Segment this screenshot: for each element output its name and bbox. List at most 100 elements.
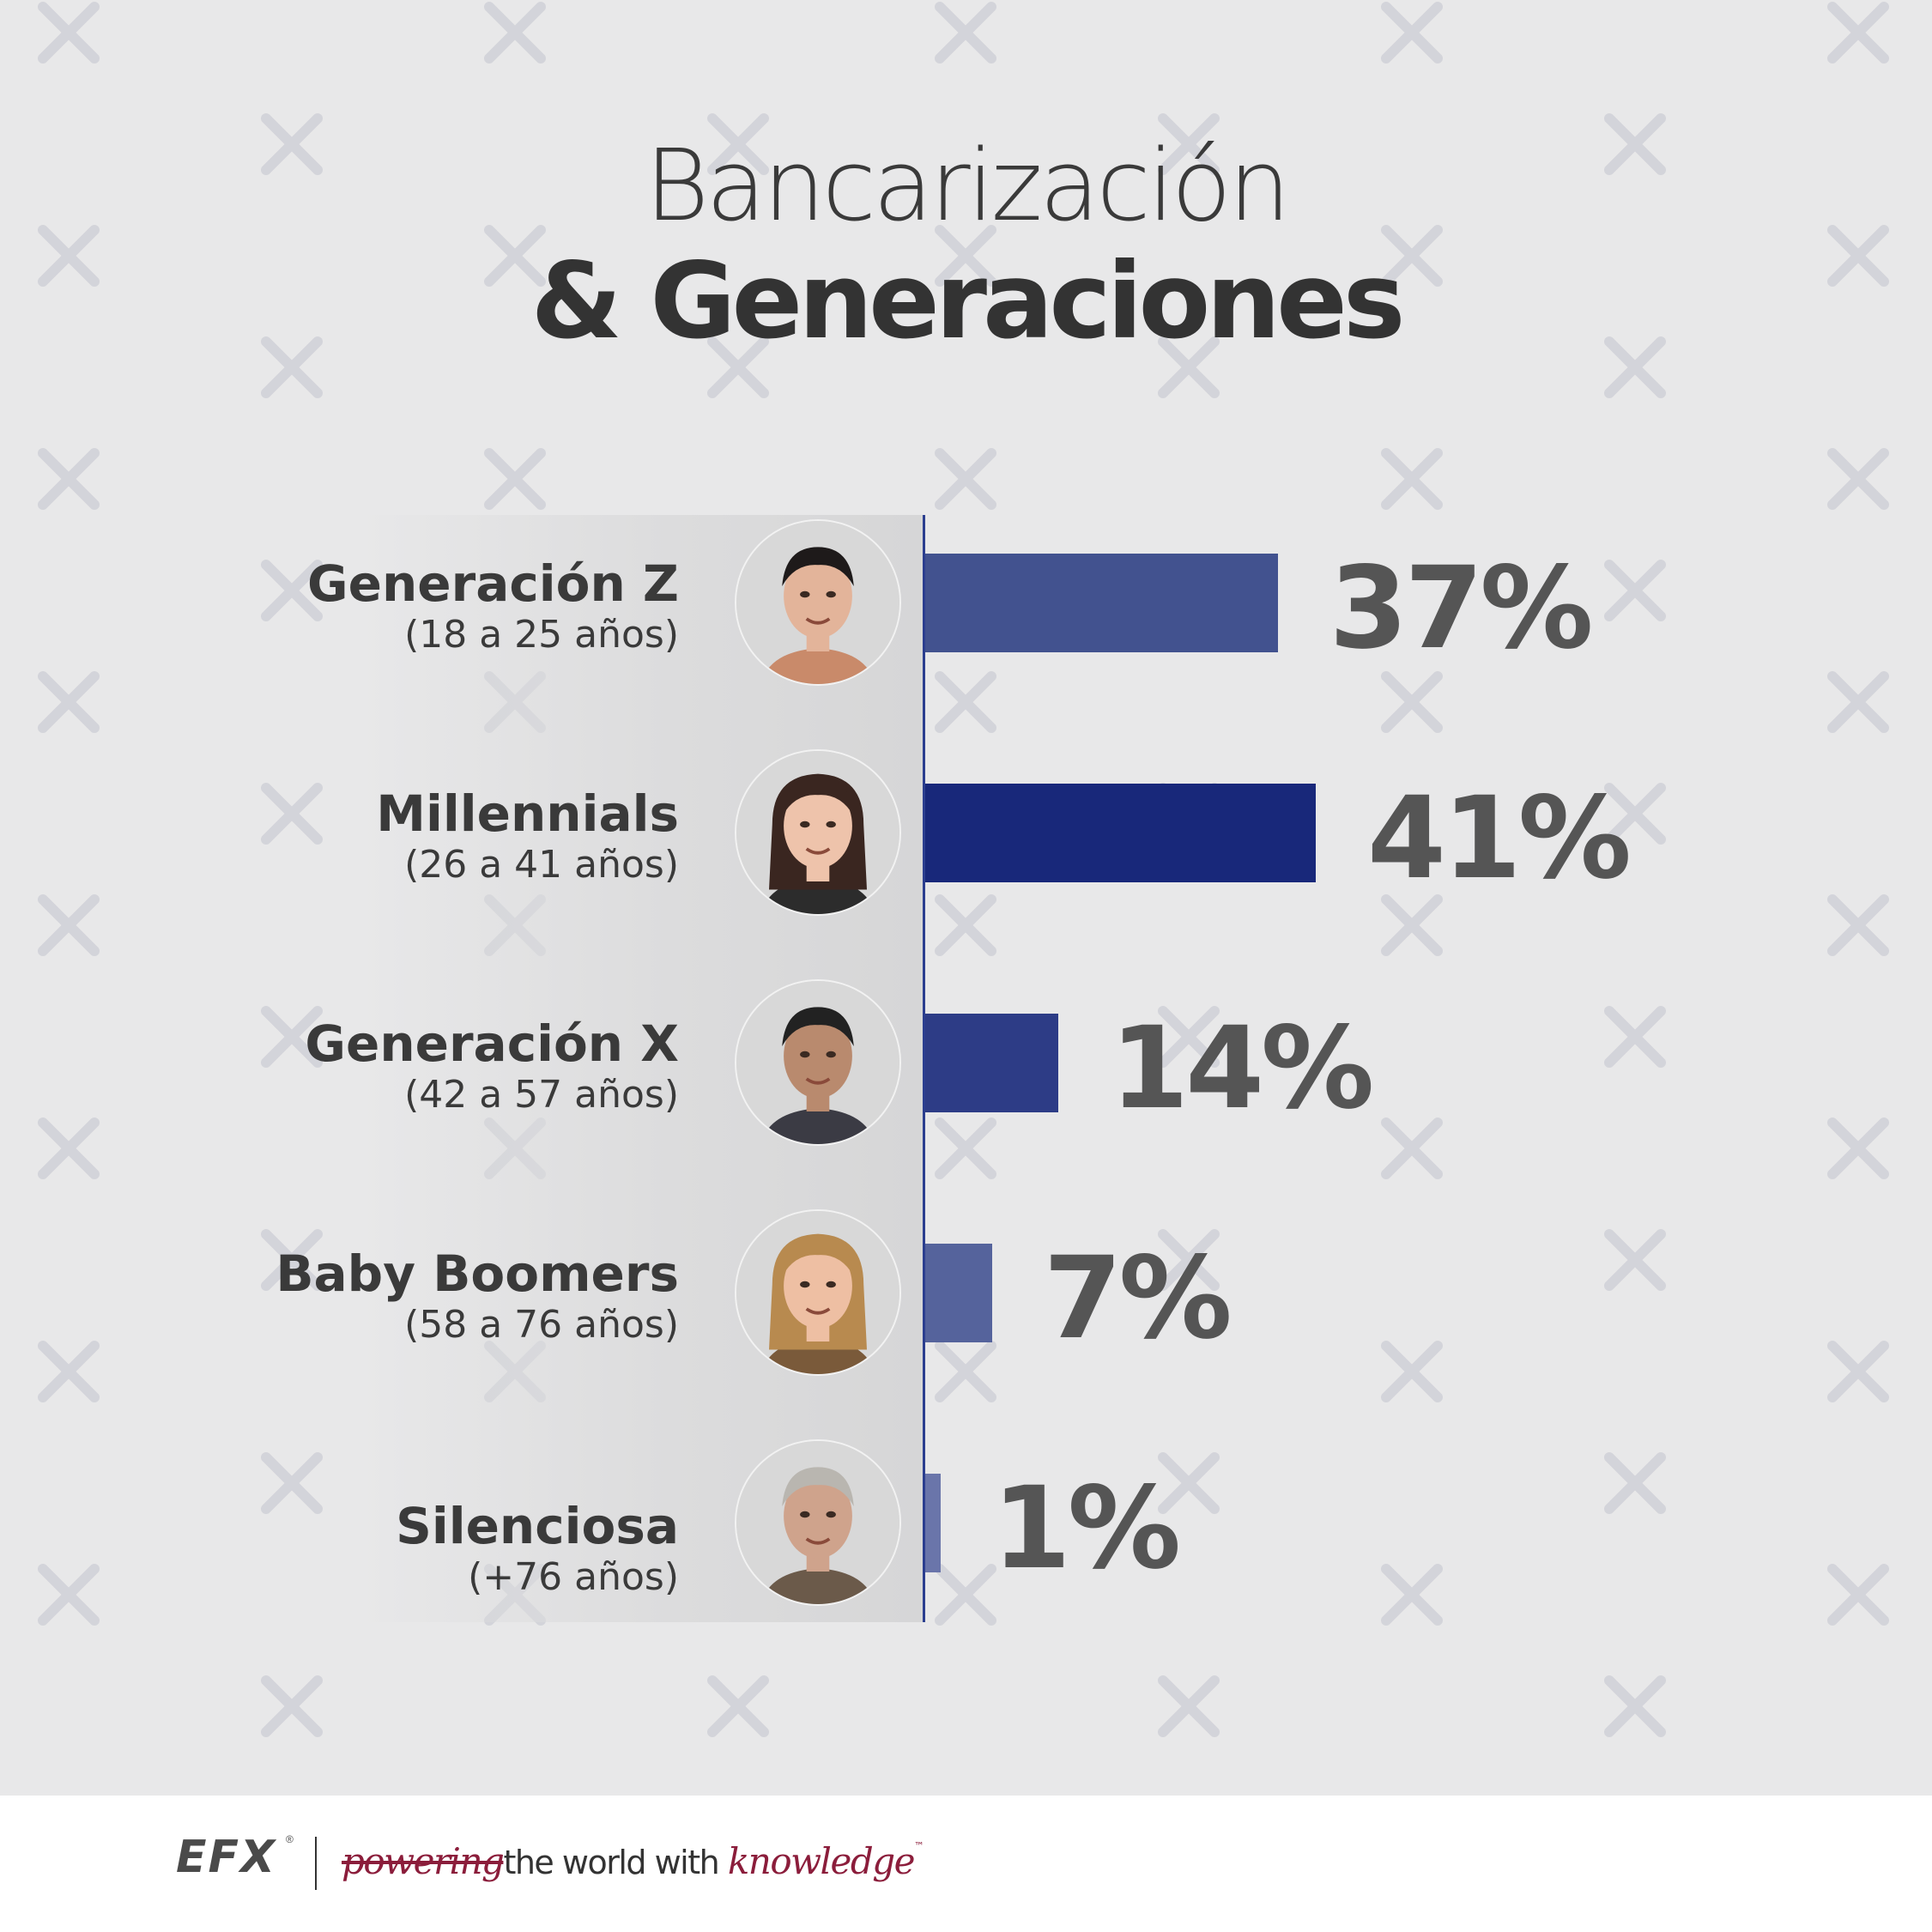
x-mark xyxy=(935,225,996,287)
x-mark xyxy=(1381,448,1443,510)
x-mark xyxy=(484,2,546,64)
bar xyxy=(925,1244,992,1342)
x-mark xyxy=(1604,336,1666,398)
trademark-mark: ™ xyxy=(913,1840,924,1852)
x-mark xyxy=(38,225,100,287)
chart-row: Baby Boomers (58 a 76 años) 7% xyxy=(0,1205,1932,1377)
x-mark xyxy=(1604,113,1666,175)
x-mark xyxy=(261,1675,323,1737)
value-label: 14% xyxy=(1110,1002,1374,1135)
category-label: Millennials xyxy=(376,784,679,843)
x-mark xyxy=(1381,1341,1443,1402)
x-mark xyxy=(261,1006,323,1068)
x-mark xyxy=(1381,2,1443,64)
x-mark xyxy=(1158,113,1220,175)
registered-mark: ® xyxy=(286,1833,294,1845)
x-mark xyxy=(38,1341,100,1402)
x-mark xyxy=(1827,1341,1889,1402)
x-mark xyxy=(1158,1452,1220,1514)
category-label: Baby Boomers xyxy=(276,1245,679,1303)
x-mark xyxy=(1827,225,1889,287)
x-mark xyxy=(1604,1229,1666,1291)
bar xyxy=(925,1474,941,1572)
x-mark xyxy=(1604,560,1666,621)
x-mark xyxy=(38,448,100,510)
value-label: 37% xyxy=(1329,542,1594,675)
category-label: Silenciosa xyxy=(396,1497,679,1555)
elderly-man-avatar xyxy=(735,1439,901,1606)
x-mark xyxy=(935,671,996,733)
chart-title-line2: & Generaciones xyxy=(530,240,1405,362)
chart-title-line1: Bancarización xyxy=(645,129,1291,244)
tagline-plain: the world with xyxy=(503,1844,719,1881)
x-mark xyxy=(261,1229,323,1291)
x-mark xyxy=(261,560,323,621)
x-mark xyxy=(1381,894,1443,956)
x-mark xyxy=(38,894,100,956)
x-mark xyxy=(1827,2,1889,64)
chart-row: Silenciosa (+76 años) 1% xyxy=(0,1435,1932,1607)
x-mark xyxy=(261,113,323,175)
x-mark xyxy=(935,894,996,956)
age-range-label: (18 a 25 años) xyxy=(404,613,679,657)
x-mark xyxy=(1381,1564,1443,1626)
value-label: 1% xyxy=(992,1463,1181,1595)
tagline-script-knowledge: knowledge xyxy=(727,1840,916,1882)
bar xyxy=(925,1014,1059,1112)
footer: EFX ® poweringthe world with knowledge™ xyxy=(0,1796,1932,1932)
bar xyxy=(925,784,1316,882)
x-mark xyxy=(1158,1006,1220,1068)
x-mark xyxy=(1158,336,1220,398)
efx-logo: EFX xyxy=(176,1832,277,1883)
x-mark xyxy=(935,1341,996,1402)
x-mark xyxy=(935,2,996,64)
chart-row: Generación X (42 a 57 años) 14% xyxy=(0,975,1932,1147)
x-mark xyxy=(38,1117,100,1179)
older-woman-avatar xyxy=(735,1209,901,1376)
age-range-label: (58 a 76 años) xyxy=(404,1303,679,1347)
tagline: poweringthe world with knowledge™ xyxy=(342,1840,924,1882)
bar xyxy=(925,554,1278,652)
value-label: 41% xyxy=(1367,772,1632,905)
young-woman-avatar xyxy=(735,749,901,916)
x-mark xyxy=(1827,894,1889,956)
x-mark xyxy=(1827,671,1889,733)
x-mark xyxy=(1604,1675,1666,1737)
x-mark xyxy=(707,113,769,175)
x-mark xyxy=(1381,1117,1443,1179)
age-range-label: (+76 años) xyxy=(468,1555,679,1599)
x-mark xyxy=(261,1452,323,1514)
x-mark xyxy=(1827,1117,1889,1179)
x-mark xyxy=(1604,1006,1666,1068)
footer-divider xyxy=(315,1837,317,1890)
young-man-avatar xyxy=(735,519,901,686)
x-mark xyxy=(38,2,100,64)
x-mark xyxy=(38,1564,100,1626)
x-mark xyxy=(707,336,769,398)
x-mark xyxy=(38,671,100,733)
category-label: Generación Z xyxy=(307,554,679,613)
category-label: Generación X xyxy=(305,1014,679,1073)
x-mark xyxy=(1381,225,1443,287)
x-mark xyxy=(1604,1452,1666,1514)
x-mark xyxy=(261,783,323,845)
x-mark xyxy=(935,448,996,510)
chart-row: Millennials (26 a 41 años) 41% xyxy=(0,745,1932,917)
tagline-script-powering: powering xyxy=(342,1840,505,1882)
x-mark xyxy=(1604,783,1666,845)
x-mark xyxy=(484,448,546,510)
x-mark xyxy=(935,1564,996,1626)
x-mark xyxy=(1827,448,1889,510)
chart-axis-line xyxy=(923,515,925,1622)
x-mark xyxy=(1158,1675,1220,1737)
x-mark xyxy=(935,1117,996,1179)
x-mark xyxy=(261,336,323,398)
value-label: 7% xyxy=(1043,1232,1232,1365)
x-mark xyxy=(1827,1564,1889,1626)
chart-row: Generación Z (18 a 25 años) 37% xyxy=(0,515,1932,687)
x-mark xyxy=(1381,671,1443,733)
x-mark xyxy=(1158,1229,1220,1291)
age-range-label: (42 a 57 años) xyxy=(404,1073,679,1117)
x-mark xyxy=(484,225,546,287)
middle-aged-man-avatar xyxy=(735,979,901,1146)
